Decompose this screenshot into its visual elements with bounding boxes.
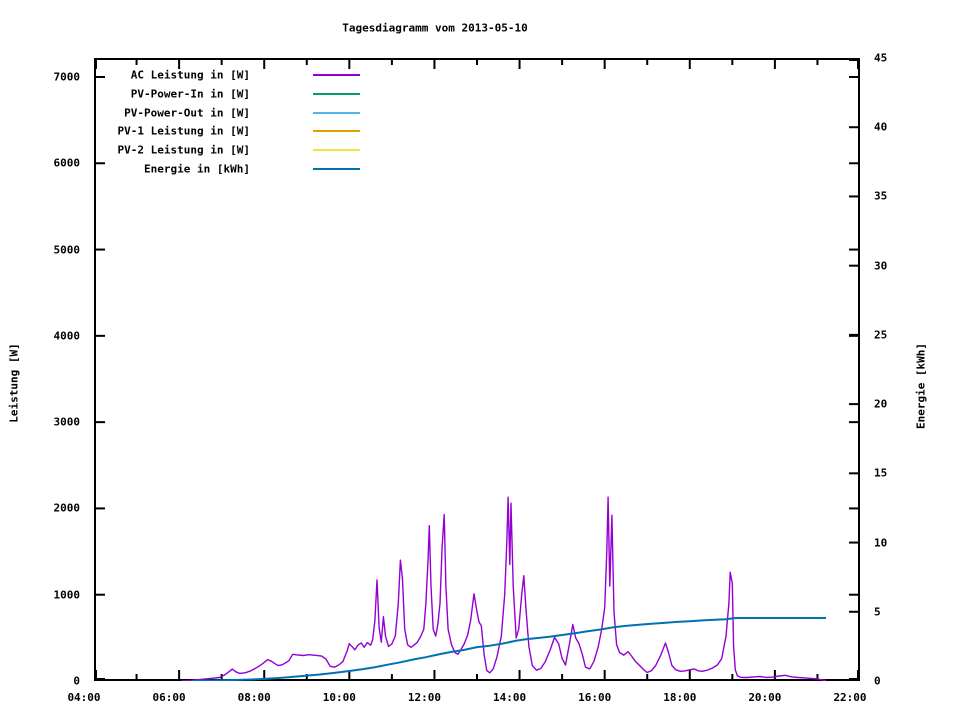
legend-line-sample: [313, 92, 360, 95]
series-curve-ac: [181, 496, 827, 681]
legend-line-sample: [313, 130, 360, 133]
legend-label: PV-Power-Out in [W]: [124, 106, 250, 120]
x-tick-label: 20:00: [748, 691, 782, 704]
energy-curve: [191, 617, 826, 681]
x-tick-label: 18:00: [663, 691, 697, 704]
x-tick-label: 10:00: [322, 691, 356, 704]
y1-tick-label: 5000: [53, 243, 81, 257]
y2-tick-label: 35: [874, 189, 888, 203]
legend-line-sample: [313, 74, 360, 76]
y2-tick-label: 0: [874, 674, 881, 688]
legend-label: PV-1 Leistung in [W]: [117, 124, 250, 138]
plot-border: [94, 58, 860, 681]
legend-line-sample: [313, 168, 360, 170]
y1-tick-label: 0: [73, 674, 80, 688]
y-axis-label-left: Leistung [W]: [7, 343, 21, 423]
x-tick-label: 06:00: [152, 691, 186, 704]
y2-tick-label: 40: [874, 120, 888, 134]
legend-line-sample: [313, 111, 360, 114]
x-tick-label: 16:00: [578, 691, 612, 704]
y1-tick-label: 3000: [53, 415, 81, 429]
y1-tick-label: 6000: [53, 156, 81, 170]
y2-tick-label: 5: [874, 605, 881, 619]
y2-tick-label: 45: [874, 51, 888, 65]
y1-tick-label: 2000: [53, 501, 81, 515]
y2-tick-label: 20: [874, 397, 888, 411]
y-axis-label-right: Energie [kWh]: [914, 342, 928, 430]
y1-tick-label: 7000: [53, 70, 81, 84]
plot-svg: [94, 58, 860, 681]
legend-label: PV-Power-In in [W]: [130, 87, 250, 101]
y1-tick-label: 4000: [53, 329, 81, 343]
y1-tick-label: 1000: [53, 588, 81, 602]
y2-tick-label: 10: [874, 536, 888, 550]
x-tick-label: 14:00: [492, 691, 527, 704]
legend-label: AC Leistung in [W]: [130, 68, 250, 82]
x-tick-label: 08:00: [237, 691, 271, 704]
x-tick-label: 04:00: [67, 691, 101, 704]
legend-label: Energie in [kWh]: [144, 162, 250, 176]
y2-tick-label: 25: [874, 328, 888, 342]
y2-tick-label: 15: [874, 466, 888, 480]
legend-line-sample: [313, 149, 360, 152]
x-tick-label: 12:00: [407, 691, 441, 704]
y2-tick-label: 30: [874, 259, 888, 273]
x-tick-label: 22:00: [833, 691, 867, 704]
chart-title: Tagesdiagramm vom 2013-05-10: [342, 21, 528, 35]
legend-label: PV-2 Leistung in [W]: [117, 143, 250, 157]
